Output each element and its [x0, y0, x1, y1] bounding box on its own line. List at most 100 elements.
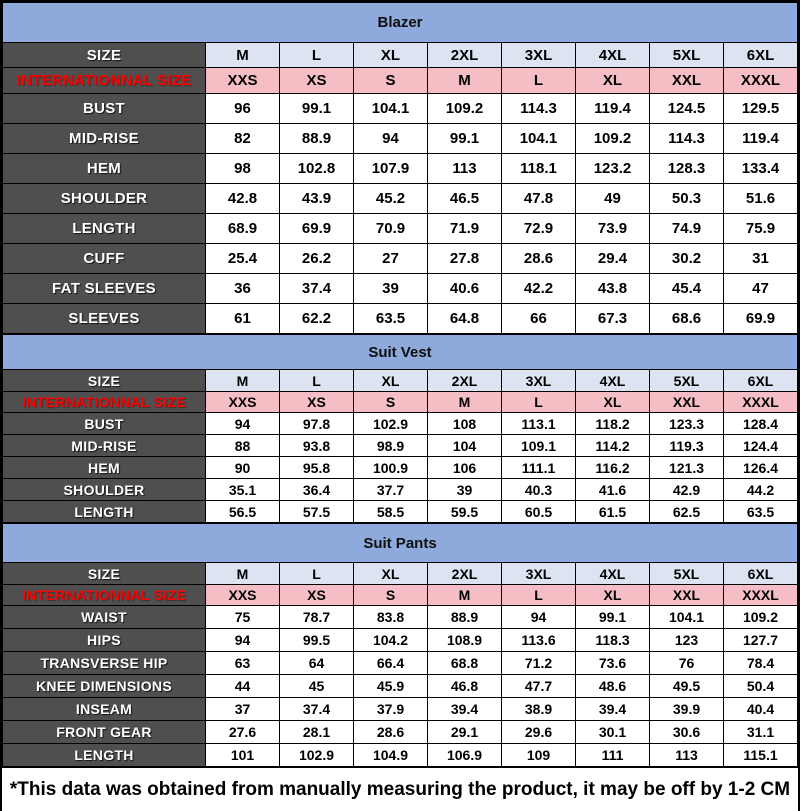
measurement-value-cell: 94	[501, 605, 576, 629]
international-size-cell: XXL	[649, 391, 724, 413]
measurement-value-cell: 38.9	[501, 697, 576, 721]
measurement-value-cell: 101	[205, 743, 280, 767]
international-size-cell: XXS	[205, 391, 280, 413]
international-size-cell: XS	[279, 584, 354, 606]
measurement-value-cell: 28.6	[353, 720, 428, 744]
measurement-disclaimer-footnote: *This data was obtained from manually me…	[2, 767, 798, 811]
measurement-row-label: MID-RISE	[2, 434, 206, 457]
measurement-value-cell: 39	[427, 478, 502, 501]
size-cell: XL	[353, 42, 428, 68]
measurement-value-cell: 64.8	[427, 303, 502, 334]
international-size-cell: L	[501, 67, 576, 94]
measurement-value-cell: 68.9	[205, 213, 280, 244]
measurement-value-cell: 104.1	[649, 605, 724, 629]
measurement-value-cell: 124.4	[723, 434, 798, 457]
measurement-row-label: WAIST	[2, 605, 206, 629]
measurement-row-label: HEM	[2, 153, 206, 184]
measurement-row-label: SLEEVES	[2, 303, 206, 334]
international-size-cell: XXXL	[723, 67, 798, 94]
measurement-value-cell: 60.5	[501, 500, 576, 523]
measurement-value-cell: 58.5	[353, 500, 428, 523]
measurement-value-cell: 88	[205, 434, 280, 457]
measurement-value-cell: 64	[279, 651, 354, 675]
measurement-row-label: CUFF	[2, 243, 206, 274]
size-cell: 3XL	[501, 42, 576, 68]
international-size-cell: XL	[575, 391, 650, 413]
measurement-value-cell: 123.2	[575, 153, 650, 184]
international-size-cell: XXXL	[723, 584, 798, 606]
measurement-value-cell: 72.9	[501, 213, 576, 244]
suit-pants-size-table: Suit Pants SIZE M L XL 2XL 3XL 4XL 5XL 6XL INTERNA…	[2, 523, 798, 767]
measurement-value-cell: 68.8	[427, 651, 502, 675]
measurement-value-cell: 66	[501, 303, 576, 334]
measurement-value-cell: 37.4	[279, 697, 354, 721]
measurement-value-cell: 98	[205, 153, 280, 184]
international-size-cell: XS	[279, 67, 354, 94]
international-size-cell: XL	[575, 67, 650, 94]
measurement-value-cell: 96	[205, 93, 280, 124]
size-cell: L	[279, 42, 354, 68]
measurement-value-cell: 94	[205, 412, 280, 435]
measurement-value-cell: 45.4	[649, 273, 724, 304]
measurement-value-cell: 108.9	[427, 628, 502, 652]
measurement-value-cell: 113.6	[501, 628, 576, 652]
international-size-cell: XXL	[649, 584, 724, 606]
measurement-value-cell: 36.4	[279, 478, 354, 501]
measurement-value-cell: 40.4	[723, 697, 798, 721]
measurement-value-cell: 50.4	[723, 674, 798, 698]
measurement-value-cell: 63.5	[353, 303, 428, 334]
measurement-value-cell: 73.6	[575, 651, 650, 675]
size-cell: 5XL	[649, 369, 724, 392]
measurement-row-label: LENGTH	[2, 500, 206, 523]
measurement-value-cell: 62.5	[649, 500, 724, 523]
international-size-cell: XXL	[649, 67, 724, 94]
measurement-value-cell: 123	[649, 628, 724, 652]
size-cell: 5XL	[649, 562, 724, 585]
measurement-value-cell: 95.8	[279, 456, 354, 479]
measurement-value-cell: 63	[205, 651, 280, 675]
measurement-value-cell: 57.5	[279, 500, 354, 523]
measurement-value-cell: 43.9	[279, 183, 354, 214]
measurement-value-cell: 59.5	[427, 500, 502, 523]
measurement-value-cell: 25.4	[205, 243, 280, 274]
measurement-value-cell: 108	[427, 412, 502, 435]
international-size-cell: L	[501, 584, 576, 606]
measurement-value-cell: 39	[353, 273, 428, 304]
measurement-value-cell: 107.9	[353, 153, 428, 184]
size-row-label: SIZE	[2, 369, 206, 392]
measurement-value-cell: 109.2	[575, 123, 650, 154]
section-title: Blazer	[2, 2, 798, 43]
size-cell: L	[279, 562, 354, 585]
measurement-value-cell: 93.8	[279, 434, 354, 457]
measurement-value-cell: 104.1	[353, 93, 428, 124]
measurement-value-cell: 61	[205, 303, 280, 334]
measurement-value-cell: 94	[353, 123, 428, 154]
size-cell: 3XL	[501, 369, 576, 392]
international-size-cell: XXXL	[723, 391, 798, 413]
measurement-value-cell: 30.2	[649, 243, 724, 274]
measurement-value-cell: 45	[279, 674, 354, 698]
measurement-value-cell: 114.3	[649, 123, 724, 154]
measurement-value-cell: 99.1	[279, 93, 354, 124]
measurement-value-cell: 88.9	[279, 123, 354, 154]
size-cell: 2XL	[427, 42, 502, 68]
measurement-value-cell: 88.9	[427, 605, 502, 629]
measurement-row-label: FRONT GEAR	[2, 720, 206, 744]
size-cell: M	[205, 369, 280, 392]
measurement-row-label: KNEE DIMENSIONS	[2, 674, 206, 698]
measurement-row-label: BUST	[2, 93, 206, 124]
size-cell: L	[279, 369, 354, 392]
measurement-value-cell: 126.4	[723, 456, 798, 479]
measurement-value-cell: 29.6	[501, 720, 576, 744]
measurement-value-cell: 27	[353, 243, 428, 274]
measurement-value-cell: 44	[205, 674, 280, 698]
measurement-value-cell: 119.4	[723, 123, 798, 154]
size-cell: 3XL	[501, 562, 576, 585]
measurement-value-cell: 127.7	[723, 628, 798, 652]
size-cell: 6XL	[723, 562, 798, 585]
measurement-row-label: FAT SLEEVES	[2, 273, 206, 304]
international-size-cell: S	[353, 584, 428, 606]
measurement-row-label: INSEAM	[2, 697, 206, 721]
measurement-row-label: HEM	[2, 456, 206, 479]
